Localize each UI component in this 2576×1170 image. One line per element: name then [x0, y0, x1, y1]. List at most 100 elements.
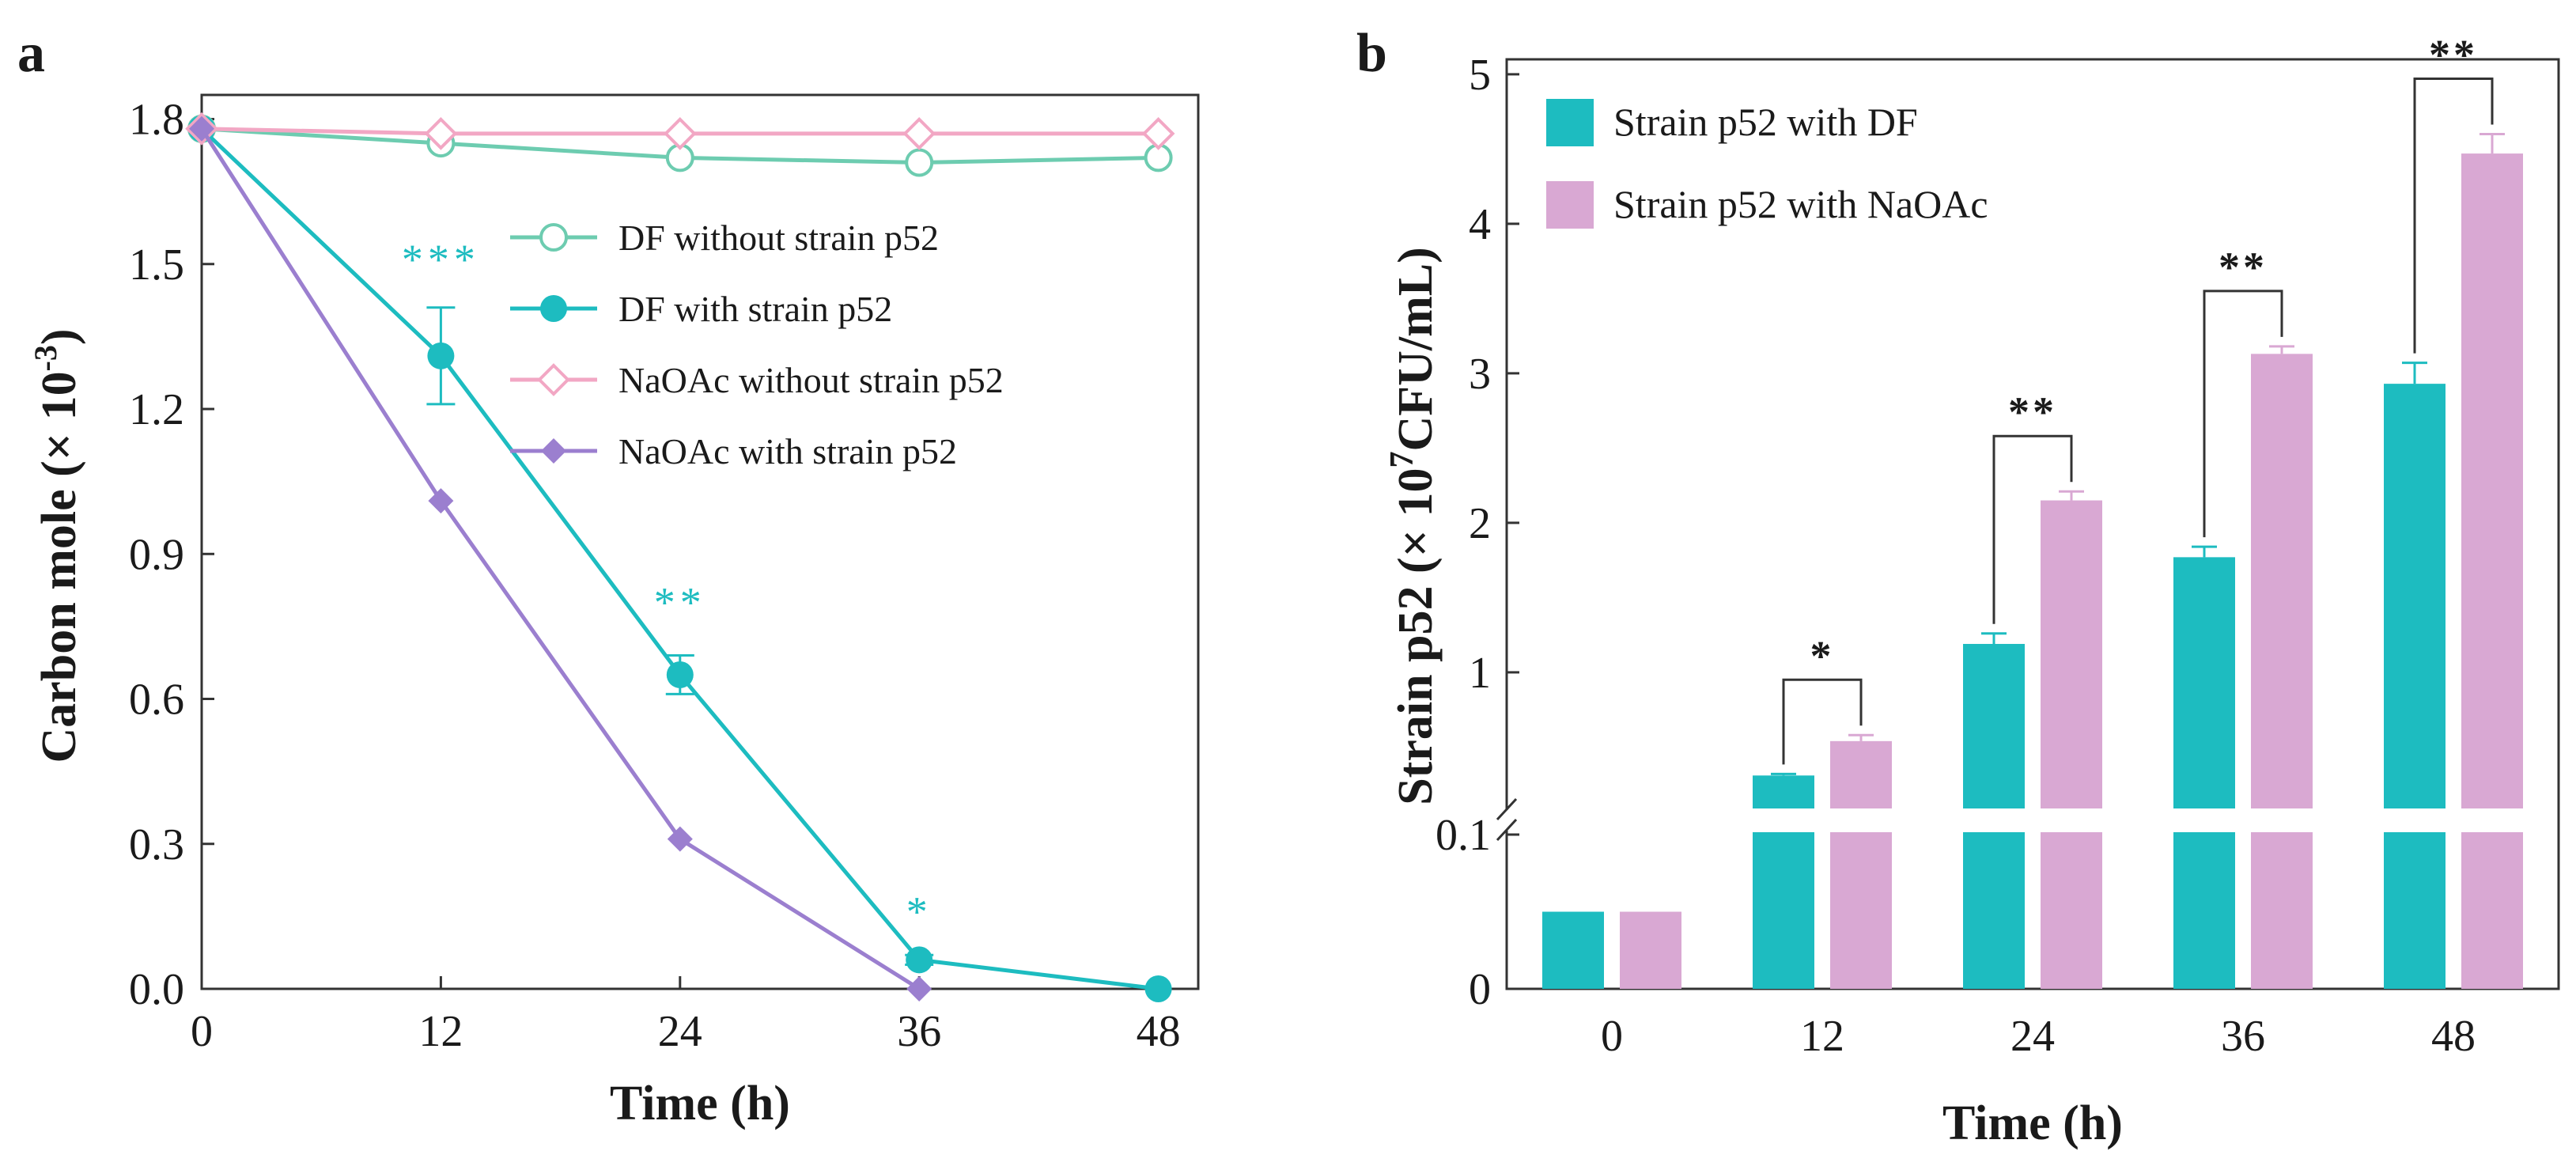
- y-tick-label: 0.9: [129, 530, 184, 579]
- y-tick-label: 4: [1469, 200, 1491, 249]
- data-point: [666, 661, 694, 688]
- panel-a-x-axis: 0 12 24 36 48: [191, 976, 1181, 1056]
- significance-label: **: [2429, 32, 2478, 79]
- data-point: [428, 488, 454, 514]
- bar-1: [2251, 354, 2313, 990]
- x-tick-label: 12: [1800, 1012, 1844, 1061]
- series-line: [199, 127, 921, 991]
- axis-break-mark: [1496, 818, 1518, 842]
- panel-b-x-axis: 0 12 24 36 48: [1601, 1012, 2476, 1061]
- panel-a-y-axis: 0.0 0.3 0.6 0.9 1.2 1.5 1.8: [129, 96, 214, 1014]
- legend-label: Strain p52 with NaOAc: [1613, 182, 1988, 226]
- data-point: [906, 946, 933, 974]
- data-point: [189, 115, 214, 142]
- significance-label: *: [906, 888, 932, 936]
- panel-b-y-axis: 0 0.1 1 2 3 4 5: [1436, 51, 1519, 1014]
- panel-b-axis-break: [1491, 797, 2557, 842]
- legend-label: Strain p52 with DF: [1613, 100, 1918, 144]
- significance-label: **: [2219, 244, 2268, 291]
- data-point: [539, 223, 568, 252]
- data-point: [663, 117, 697, 150]
- x-tick-label: 0: [191, 1007, 213, 1056]
- panel-a-label: a: [17, 23, 45, 84]
- legend-label: DF without strain p52: [618, 218, 939, 258]
- panel-b-plot-frame: [1505, 58, 2560, 990]
- panel-b-significance: *******: [1782, 32, 2494, 765]
- bar-0: [1753, 775, 1814, 989]
- legend-label: DF with strain p52: [618, 289, 892, 329]
- panel-a-y-title-close: ): [32, 328, 86, 345]
- data-point: [906, 976, 932, 1002]
- y-tick-label: 1.8: [129, 96, 184, 145]
- data-point: [902, 117, 936, 150]
- panel-a-x-axis-title: Time (h): [610, 1077, 790, 1130]
- x-tick-label: 24: [658, 1007, 702, 1056]
- data-point: [667, 826, 693, 852]
- bar-0: [2384, 384, 2445, 989]
- significance-label: *: [1810, 632, 1835, 680]
- data-point: [1141, 117, 1175, 150]
- panel-b-y-title-main: Strain p52 (× 10: [1389, 468, 1443, 805]
- x-tick-label: 48: [2431, 1012, 2476, 1061]
- legend-swatch: [1546, 99, 1594, 146]
- panel-b-x-axis-title: Time (h): [1942, 1096, 2123, 1150]
- x-tick-label: 48: [1137, 1007, 1181, 1056]
- panel-a-series: [185, 112, 1175, 1002]
- significance-label: **: [654, 579, 706, 627]
- axis-break-mark: [1496, 797, 1518, 821]
- panel-b-legend: Strain p52 with DF Strain p52 with NaOAc: [1546, 99, 1988, 229]
- y-tick-label: 0.0: [129, 965, 184, 1014]
- panel-a-annotations: ******: [402, 236, 932, 936]
- significance-label: ***: [402, 236, 480, 283]
- panel-a-y-axis-title: Carbon mole (× 10-3): [28, 328, 86, 763]
- y-tick-label: 0.6: [129, 676, 184, 725]
- significance-label: **: [2008, 388, 2057, 436]
- panel-a-plot-frame: [200, 93, 1200, 990]
- legend-label: NaOAc without strain p52: [618, 360, 1004, 400]
- bar-1: [2461, 153, 2523, 989]
- x-tick-label: 36: [897, 1007, 941, 1056]
- y-tick-label: 1.5: [129, 240, 184, 290]
- data-point: [541, 438, 566, 464]
- y-tick-label: 0: [1469, 965, 1491, 1014]
- panel-b-bars: [1542, 133, 2523, 990]
- bar-0: [1542, 911, 1604, 989]
- bar-0: [2173, 557, 2235, 989]
- panel-a-legend: DF without strain p52 DF with strain p52 N…: [510, 218, 1004, 471]
- y-tick-label: 2: [1469, 499, 1491, 548]
- y-tick-label: 5: [1469, 51, 1491, 100]
- axis-break-gap: [1508, 808, 2557, 832]
- panel-b-y-title-exponent: 7: [1384, 451, 1420, 468]
- significance-bracket: [2413, 78, 2494, 354]
- y-tick-label: 0.3: [129, 820, 184, 869]
- y-tick-label: 3: [1469, 350, 1491, 399]
- bar-1: [1830, 740, 1892, 989]
- x-tick-label: 24: [2010, 1012, 2055, 1061]
- data-point: [1144, 975, 1172, 1002]
- y-tick-label: 1: [1469, 649, 1491, 698]
- data-point: [905, 148, 934, 177]
- panel-b-label: b: [1356, 23, 1387, 84]
- series-3: [189, 115, 932, 1002]
- x-tick-label: 36: [2221, 1012, 2265, 1061]
- significance-bracket: [1782, 678, 1863, 765]
- axis-break-gap-left: [1491, 810, 1523, 831]
- data-point: [540, 295, 567, 322]
- bar-1: [1620, 911, 1681, 989]
- series-2: [185, 112, 1175, 150]
- legend-swatch: [1546, 181, 1594, 229]
- data-point: [427, 342, 455, 369]
- panel-b-y-title-close: CFU/mL): [1389, 247, 1443, 451]
- x-tick-label: 12: [418, 1007, 463, 1056]
- panel-a-y-title-main: Carbon mole (× 10: [32, 371, 86, 763]
- y-tick-label: 0.1: [1436, 811, 1491, 860]
- panel-b-y-axis-title: Strain p52 (× 107CFU/mL): [1384, 247, 1443, 805]
- y-tick-label: 1.2: [129, 385, 184, 434]
- panel-a-y-title-exponent: -3: [28, 345, 63, 371]
- legend-label: NaOAc with strain p52: [618, 431, 957, 471]
- bar-1: [2041, 500, 2102, 989]
- significance-bracket: [2203, 290, 2283, 538]
- x-tick-label: 0: [1601, 1012, 1623, 1061]
- data-point: [424, 117, 458, 150]
